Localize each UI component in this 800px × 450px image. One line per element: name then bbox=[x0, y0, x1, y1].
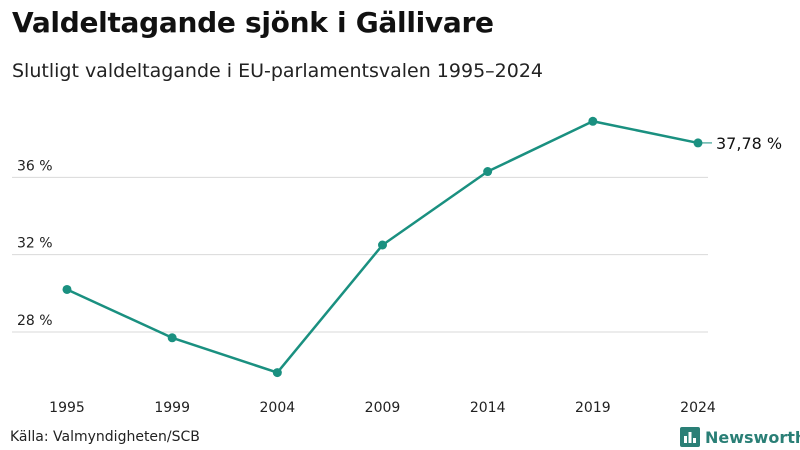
y-tick-label: 28 % bbox=[17, 313, 53, 329]
y-tick-label: 32 % bbox=[17, 236, 53, 252]
x-tick-label: 2014 bbox=[470, 400, 506, 416]
grid-lines bbox=[12, 176, 708, 333]
data-point bbox=[167, 333, 177, 343]
data-point bbox=[588, 116, 598, 126]
data-point bbox=[483, 167, 493, 177]
data-point bbox=[272, 368, 282, 378]
x-axis-ticks: 1995 1999 2004 2009 2014 2019 2024 bbox=[49, 400, 716, 416]
x-tick-label: 1995 bbox=[49, 400, 85, 416]
source-note: Källa: Valmyndigheten/SCB bbox=[10, 429, 200, 445]
data-point bbox=[378, 240, 387, 250]
y-axis-ticks: 28 % 32 % 36 % bbox=[17, 158, 53, 329]
x-tick-label: 2009 bbox=[365, 400, 401, 416]
x-tick-label: 2024 bbox=[680, 400, 716, 416]
data-point bbox=[62, 284, 72, 294]
data-point bbox=[693, 138, 703, 148]
chart-subtitle: Slutligt valdeltagande i EU-parlamentsva… bbox=[12, 60, 544, 82]
series-points bbox=[62, 116, 703, 378]
brand-logo: Newsworthy bbox=[680, 424, 800, 450]
end-labels: 37,78 % bbox=[702, 134, 782, 153]
chart-title: Valdeltagande sjönk i Gällivare bbox=[12, 6, 494, 39]
x-tick-label: 2019 bbox=[575, 400, 611, 416]
y-tick-label: 36 % bbox=[17, 158, 53, 174]
x-tick-label: 2004 bbox=[260, 400, 296, 416]
x-tick-label: 1999 bbox=[154, 400, 190, 416]
brand-name: Newsworthy bbox=[705, 427, 800, 447]
bar-chart-icon bbox=[680, 427, 700, 447]
end-value-label: 37,78 % bbox=[716, 134, 782, 153]
